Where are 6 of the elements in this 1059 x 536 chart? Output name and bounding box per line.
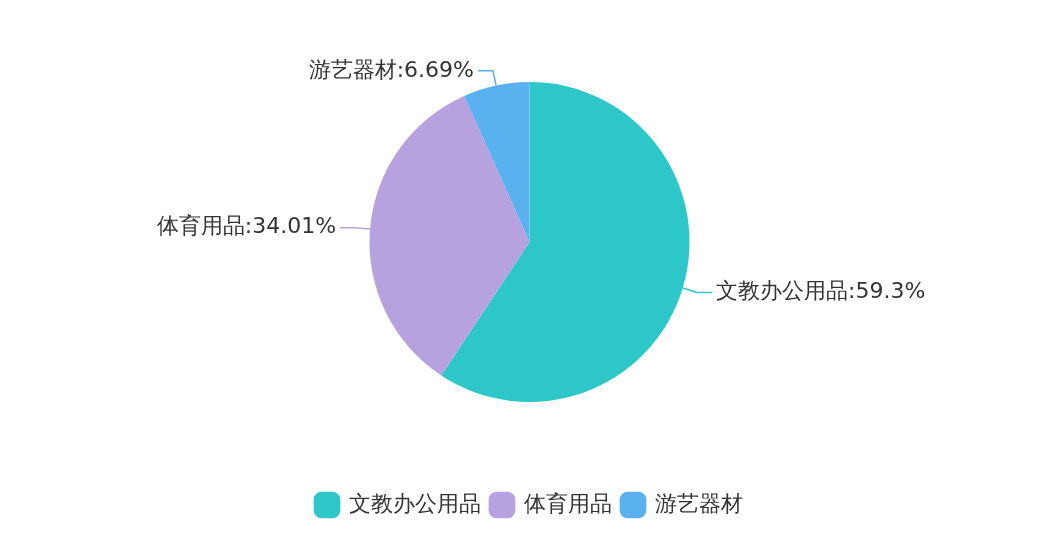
legend-label: 游艺器材 (655, 490, 743, 516)
data-label: 文教办公用品:59.3% (716, 278, 926, 304)
data-label: 游艺器材:6.69% (308, 56, 474, 82)
legend-label: 文教办公用品 (349, 490, 481, 516)
legend-label: 体育用品 (524, 490, 612, 516)
data-label: 体育用品:34.01% (156, 213, 337, 239)
